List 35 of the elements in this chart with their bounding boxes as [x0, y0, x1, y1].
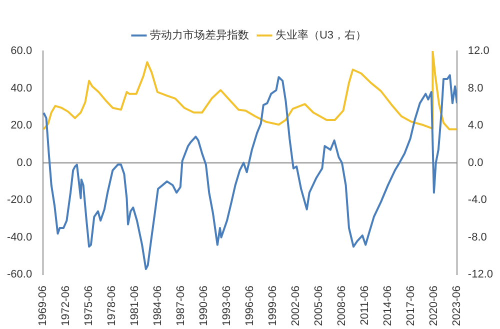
- x-tick-label: 1969-06: [37, 286, 50, 326]
- y-tick-label: 0.0: [16, 156, 32, 169]
- x-tick-label: 1987-06: [175, 286, 188, 326]
- x-tick-label: 2020-06: [428, 286, 440, 326]
- y2-tick-label: -12.0: [468, 268, 494, 281]
- legend-label: 失业率（U3，右）: [275, 28, 367, 42]
- y2-tick-label: -8.0: [468, 231, 487, 244]
- y2-tick-label: 8.0: [468, 82, 484, 94]
- legend-label: 劳动力市场差异指数: [150, 28, 249, 42]
- x-tick-label: 1975-06: [83, 286, 96, 326]
- y-tick-label: 40.0: [10, 82, 32, 94]
- x-tick-label: 1993-06: [221, 286, 234, 326]
- x-tick-label: 2017-06: [404, 286, 417, 326]
- y2-tick-label: 0.0: [468, 156, 484, 169]
- y2-tick-label: 12.0: [468, 45, 490, 58]
- y-tick-label: -40.0: [6, 231, 32, 244]
- x-tick-label: 1981-06: [129, 286, 142, 326]
- x-tick-label: 1972-06: [60, 286, 72, 326]
- x-tick-label: 2014-06: [382, 286, 394, 326]
- x-tick-label: 2002-06: [290, 286, 302, 326]
- y2-tick-label: -4.0: [468, 194, 487, 206]
- x-tick-label: 1996-06: [244, 286, 256, 326]
- x-tick-label: 1999-06: [267, 286, 280, 326]
- y2-tick-label: 4.0: [468, 120, 484, 132]
- y-tick-label: -60.0: [6, 268, 32, 281]
- x-tick-label: 1990-06: [198, 286, 210, 326]
- x-tick-label: 2011-06: [358, 286, 371, 326]
- x-tick-label: 2008-06: [336, 286, 348, 326]
- x-tick-label: 1978-06: [106, 286, 118, 326]
- x-tick-label: 1984-06: [152, 286, 164, 326]
- x-tick-label: 2005-06: [313, 286, 326, 326]
- y-tick-label: 60.0: [10, 45, 32, 58]
- y-tick-label: -20.0: [6, 194, 32, 206]
- y-tick-label: 20.0: [10, 120, 32, 132]
- x-tick-label: 2023-06: [450, 286, 463, 326]
